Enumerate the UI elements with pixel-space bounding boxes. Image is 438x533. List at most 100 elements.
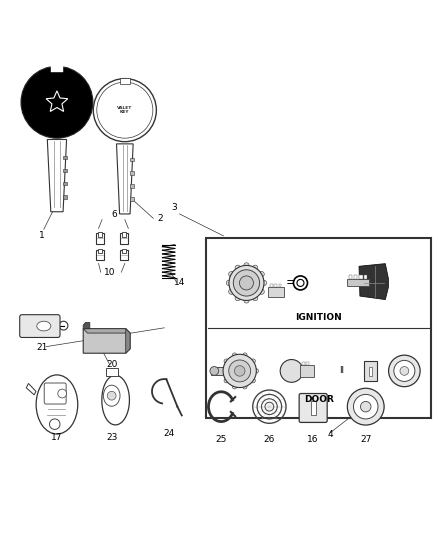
Text: 25: 25 (215, 435, 227, 444)
Polygon shape (83, 322, 90, 329)
Bar (120, 78, 130, 84)
Text: 20: 20 (106, 360, 117, 369)
Text: 6: 6 (111, 210, 117, 219)
Circle shape (229, 271, 234, 277)
Text: 21: 21 (36, 343, 47, 352)
Bar (311, 401, 316, 415)
Circle shape (233, 270, 260, 296)
Text: 17: 17 (51, 433, 63, 442)
Circle shape (251, 378, 255, 383)
Bar (206, 238, 431, 418)
Bar (354, 275, 357, 279)
Circle shape (243, 353, 247, 357)
Circle shape (234, 366, 245, 376)
Bar (302, 362, 305, 365)
Polygon shape (63, 182, 67, 185)
Bar (211, 367, 224, 375)
Polygon shape (63, 156, 67, 159)
Bar (51, 66, 63, 72)
Text: 26: 26 (264, 435, 275, 444)
FancyBboxPatch shape (44, 383, 66, 404)
Text: 10: 10 (104, 268, 115, 277)
Bar (98, 249, 102, 253)
Circle shape (240, 276, 254, 290)
Polygon shape (83, 329, 130, 333)
Polygon shape (130, 184, 134, 188)
Text: =: = (286, 276, 296, 288)
Circle shape (253, 295, 258, 301)
Circle shape (233, 353, 237, 357)
FancyBboxPatch shape (299, 393, 327, 423)
Circle shape (224, 359, 229, 364)
Circle shape (280, 360, 303, 382)
Bar (268, 287, 284, 297)
Circle shape (93, 78, 156, 142)
Bar (347, 279, 369, 286)
Text: 1: 1 (39, 231, 45, 240)
Bar (360, 275, 363, 279)
Polygon shape (47, 140, 67, 212)
Bar (349, 275, 352, 279)
Circle shape (253, 265, 258, 270)
Circle shape (97, 82, 153, 138)
Ellipse shape (36, 375, 78, 434)
Circle shape (229, 265, 264, 301)
Text: 16: 16 (307, 435, 319, 444)
Polygon shape (130, 171, 134, 174)
Circle shape (49, 419, 60, 430)
FancyBboxPatch shape (20, 314, 60, 337)
Text: IGNITION: IGNITION (295, 312, 342, 321)
Text: VALET
KEY: VALET KEY (117, 106, 132, 115)
Polygon shape (359, 264, 389, 300)
Polygon shape (130, 158, 134, 161)
Bar (95, 233, 103, 244)
Circle shape (210, 367, 219, 375)
Text: DOOR: DOOR (304, 395, 334, 404)
Text: 2: 2 (158, 214, 163, 222)
Bar (306, 362, 309, 365)
Polygon shape (130, 197, 134, 201)
Circle shape (254, 369, 258, 373)
Bar (95, 250, 103, 260)
Circle shape (360, 401, 371, 412)
Bar (120, 250, 128, 260)
Polygon shape (117, 144, 133, 214)
Polygon shape (83, 329, 130, 353)
Circle shape (244, 298, 249, 303)
Circle shape (293, 276, 307, 290)
Bar (364, 275, 367, 279)
Text: 27: 27 (360, 435, 371, 444)
Ellipse shape (37, 321, 51, 331)
Text: 23: 23 (106, 433, 117, 442)
Bar (98, 232, 102, 237)
Circle shape (229, 360, 251, 382)
Circle shape (347, 388, 384, 425)
Polygon shape (63, 169, 67, 172)
Circle shape (107, 391, 116, 400)
Circle shape (235, 265, 240, 270)
Circle shape (259, 271, 264, 277)
Circle shape (259, 289, 264, 294)
Circle shape (261, 280, 267, 286)
Polygon shape (126, 329, 130, 353)
Text: 4: 4 (327, 430, 333, 439)
Bar (275, 284, 277, 287)
Circle shape (21, 66, 93, 138)
Circle shape (229, 289, 234, 294)
Text: II: II (339, 366, 344, 375)
Text: 24: 24 (163, 429, 174, 438)
Bar (120, 233, 128, 244)
Circle shape (235, 295, 240, 301)
Circle shape (58, 389, 67, 398)
Bar (122, 232, 126, 237)
Circle shape (224, 378, 229, 383)
Bar (270, 284, 273, 287)
Bar (364, 361, 377, 381)
Polygon shape (63, 195, 67, 199)
Bar (106, 368, 118, 376)
Bar (122, 249, 126, 253)
Circle shape (389, 355, 420, 386)
Circle shape (226, 280, 232, 286)
Text: 14: 14 (174, 278, 185, 287)
Circle shape (233, 384, 237, 389)
